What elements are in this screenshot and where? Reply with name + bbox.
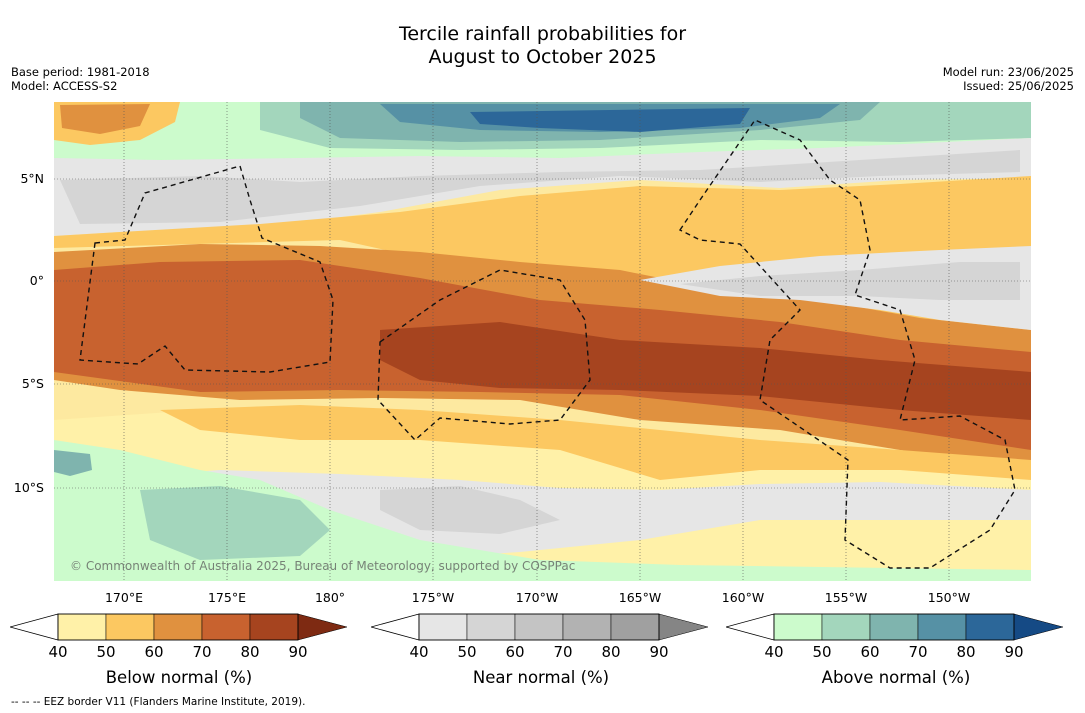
meta-left: Base period: 1981-2018 Model: ACCESS-S2 (11, 65, 150, 93)
map-title-line2: August to October 2025 (428, 46, 657, 68)
colorbar-below-swatch-60 (153, 613, 203, 641)
cbar-near-tick-50: 50 (457, 643, 477, 661)
lat-label-0: 0° (29, 273, 44, 288)
colorbar-near-swatch-70 (562, 613, 612, 641)
lon-label-175e: 175°E (207, 590, 246, 605)
colorbar-above-title: Above normal (%) (821, 668, 971, 687)
colorbar-below-swatch-50 (105, 613, 155, 641)
south-below-50-region (160, 405, 1031, 480)
lon-label-150w: 150°W (927, 590, 971, 605)
cbar-near-tick-90: 90 (649, 643, 669, 661)
eez-footer-note: -- -- -- EEZ border V11 (Flanders Marine… (11, 696, 306, 708)
colorbar-above-low-extension (726, 613, 775, 641)
colorbar-near-title: Near normal (%) (472, 668, 610, 687)
north-west-below-60-region (60, 104, 150, 134)
lat-label-5s: 5°S (21, 376, 44, 391)
cbar-near-tick-70: 70 (553, 643, 573, 661)
south-west-above-50-region (140, 486, 330, 560)
colorbar-near-normal (371, 613, 709, 641)
colorbar-above-swatch-40 (773, 613, 823, 641)
lon-label-170w: 170°W (515, 590, 559, 605)
colorbar-near-swatch-50 (466, 613, 516, 641)
colorbar-below-normal (10, 613, 348, 641)
cbar-near-tick-40: 40 (409, 643, 429, 661)
lat-label-10s: 10°S (13, 480, 44, 495)
colorbar-above-swatch-70 (917, 613, 967, 641)
model-name: Model: ACCESS-S2 (11, 79, 118, 93)
map-title-line1: Tercile rainfall probabilities for (398, 23, 687, 45)
cbar-above-tick-90: 90 (1004, 643, 1024, 661)
issued-date: Issued: 25/06/2025 (963, 79, 1074, 93)
colorbar-above-swatch-50 (821, 613, 871, 641)
cbar-below-tick-50: 50 (96, 643, 116, 661)
cbar-below-tick-80: 80 (240, 643, 260, 661)
cbar-above-tick-80: 80 (956, 643, 976, 661)
cbar-above-tick-60: 60 (860, 643, 880, 661)
colorbar-near-swatch-60 (514, 613, 564, 641)
meta-right: Model run: 23/06/2025 Issued: 25/06/2025 (943, 65, 1074, 93)
cbar-below-tick-40: 40 (48, 643, 68, 661)
colorbar-below-swatch-80 (249, 613, 299, 641)
colorbar-near-swatch-80 (610, 613, 660, 641)
colorbar-below-low-extension (10, 613, 59, 641)
south-west-above-60-region (54, 450, 92, 476)
cbar-above-tick-40: 40 (764, 643, 784, 661)
cbar-below-tick-70: 70 (192, 643, 212, 661)
north-near-50-region (60, 150, 1020, 224)
base-period: Base period: 1981-2018 (11, 65, 150, 79)
colorbar-above-normal (726, 613, 1064, 641)
below-normal-80-region (380, 322, 1031, 420)
colorbar-near-low-extension (371, 613, 420, 641)
cbar-above-tick-50: 50 (812, 643, 832, 661)
copyright-notice: © Commonwealth of Australia 2025, Bureau… (70, 559, 576, 573)
cbar-below-tick-60: 60 (144, 643, 164, 661)
model-run: Model run: 23/06/2025 (942, 65, 1074, 79)
south-near-50-region (380, 486, 560, 534)
colorbar-below-title: Below normal (%) (105, 668, 253, 687)
cbar-near-tick-60: 60 (505, 643, 525, 661)
colorbar-below-high-extension (297, 613, 348, 641)
colorbar-near-high-extension (658, 613, 709, 641)
cbar-near-tick-80: 80 (601, 643, 621, 661)
lon-label-175w: 175°W (411, 590, 455, 605)
cbar-above-tick-70: 70 (908, 643, 928, 661)
north-above-80-region (470, 108, 750, 132)
lon-label-180: 180° (314, 590, 346, 605)
lon-label-170e: 170°E (104, 590, 143, 605)
lon-label-155w: 155°W (824, 590, 868, 605)
colorbar-near-swatch-40 (418, 613, 468, 641)
colorbar-above-swatch-60 (869, 613, 919, 641)
colorbar-above-high-extension (1013, 613, 1064, 641)
eez-borders (79, 119, 1016, 569)
lon-label-160w: 160°W (721, 590, 765, 605)
cbar-below-tick-90: 90 (288, 643, 308, 661)
lat-label-5n: 5°N (20, 171, 44, 186)
colorbar-below-swatch-70 (201, 613, 251, 641)
colorbar-below-swatch-40 (57, 613, 107, 641)
lon-label-165w: 165°W (618, 590, 662, 605)
colorbar-above-swatch-80 (965, 613, 1015, 641)
map-area (54, 102, 1031, 581)
graticule (54, 102, 1031, 581)
